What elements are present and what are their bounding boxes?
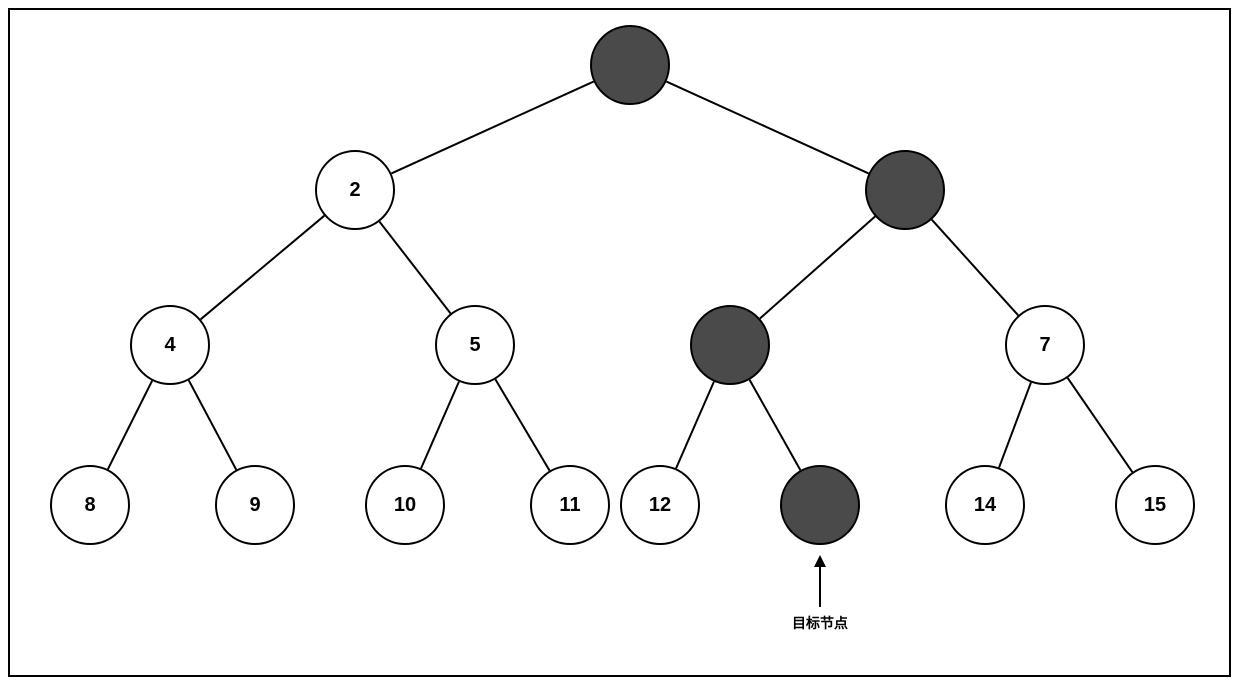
tree-edge (676, 382, 714, 469)
arrow-up-icon (814, 555, 826, 567)
target-arrow-group: 目标节点 (792, 555, 848, 633)
tree-node-label: 15 (1144, 494, 1166, 517)
target-label: 目标节点 (792, 613, 848, 633)
tree-node-label: 6 (724, 334, 735, 357)
tree-node-9: 9 (215, 465, 295, 545)
tree-node-5: 5 (435, 305, 515, 385)
tree-node-label: 2 (349, 179, 360, 202)
tree-node-label: 5 (469, 334, 480, 357)
tree-edge (391, 82, 593, 174)
tree-edge (760, 217, 875, 319)
diagram-frame: 123456789101112131415 目标节点 (8, 8, 1231, 677)
tree-node-15: 15 (1115, 465, 1195, 545)
tree-edge (666, 82, 868, 174)
tree-edge (189, 380, 236, 469)
tree-node-label: 10 (394, 494, 416, 517)
tree-edge (108, 381, 152, 469)
tree-node-10: 10 (365, 465, 445, 545)
tree-node-label: 3 (899, 179, 910, 202)
tree-node-1: 1 (590, 25, 670, 105)
tree-node-3: 3 (865, 150, 945, 230)
tree-edge (421, 382, 459, 469)
tree-edge (750, 380, 801, 470)
tree-edge (932, 220, 1018, 316)
tree-node-label: 14 (974, 494, 996, 517)
tree-node-8: 8 (50, 465, 130, 545)
tree-edge (201, 216, 325, 320)
tree-node-label: 11 (559, 494, 580, 517)
tree-node-label: 8 (84, 494, 95, 517)
tree-node-label: 13 (809, 494, 831, 517)
tree-node-2: 2 (315, 150, 395, 230)
tree-node-6: 6 (690, 305, 770, 385)
tree-edge (379, 222, 450, 314)
tree-node-label: 1 (624, 54, 635, 77)
tree-node-label: 12 (649, 494, 671, 517)
tree-node-label: 9 (249, 494, 260, 517)
tree-node-label: 7 (1039, 334, 1050, 357)
tree-node-14: 14 (945, 465, 1025, 545)
tree-node-13: 13 (780, 465, 860, 545)
arrow-shaft (819, 567, 821, 607)
tree-node-12: 12 (620, 465, 700, 545)
tree-edge (999, 382, 1031, 467)
tree-node-4: 4 (130, 305, 210, 385)
tree-node-11: 11 (530, 465, 610, 545)
tree-edge (495, 379, 549, 470)
tree-node-label: 4 (164, 334, 175, 357)
tree-node-7: 7 (1005, 305, 1085, 385)
tree-edge (1068, 378, 1133, 472)
